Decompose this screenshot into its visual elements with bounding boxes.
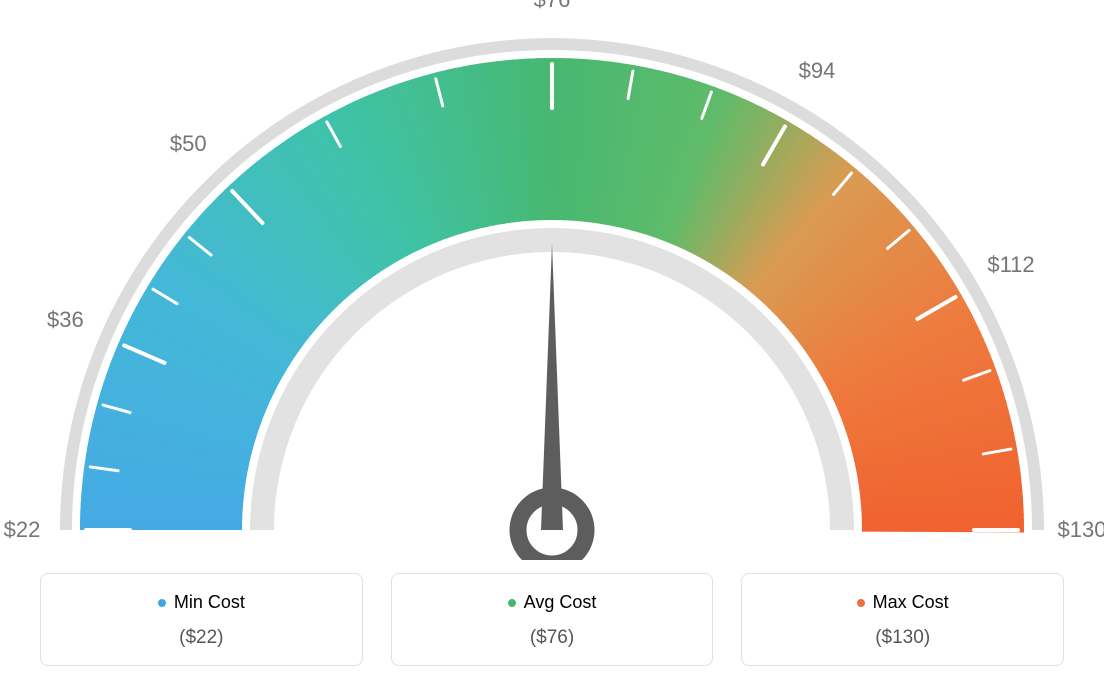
legend-value-min: ($22) [51,627,352,649]
legend-label-min: Min Cost [174,592,245,613]
legend-label-avg: Avg Cost [524,592,597,613]
gauge-tick-label: $76 [534,0,571,13]
legend-dot-avg [508,599,516,607]
gauge-tick-label: $94 [799,58,836,84]
gauge-svg [0,0,1104,560]
legend-label-max: Max Cost [873,592,949,613]
gauge-tick-label: $130 [1058,517,1104,543]
legend-dot-min [158,599,166,607]
legend-row: Min Cost ($22) Avg Cost ($76) Max Cost (… [40,573,1064,666]
gauge-tick-label: $112 [987,252,1034,278]
legend-card-max: Max Cost ($130) [741,573,1064,666]
gauge: $22 $36 $50 $76 $94 $112 $130 [0,0,1104,560]
legend-card-min: Min Cost ($22) [40,573,363,666]
legend-value-avg: ($76) [402,627,703,649]
legend-title-avg: Avg Cost [508,592,597,613]
legend-title-max: Max Cost [857,592,949,613]
legend-card-avg: Avg Cost ($76) [391,573,714,666]
gauge-tick-label: $22 [4,517,41,543]
legend-title-min: Min Cost [158,592,245,613]
gauge-tick-label: $50 [170,131,207,157]
legend-dot-max [857,599,865,607]
gauge-tick-label: $36 [47,307,84,333]
gauge-chart-container: $22 $36 $50 $76 $94 $112 $130 Min Cost ($22) A… [0,0,1104,690]
legend-value-max: ($130) [752,627,1053,649]
